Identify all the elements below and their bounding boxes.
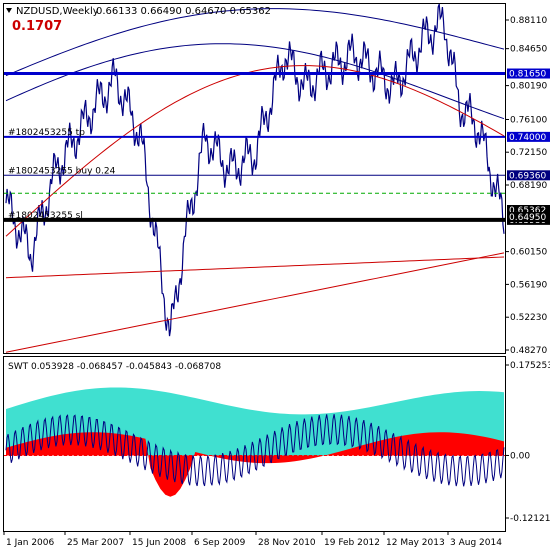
price-tick-label: 0.48270	[510, 346, 547, 356]
price-tick-label: 0.88110	[510, 16, 547, 26]
main-panel-frame	[3, 3, 506, 354]
indicator-tick-label: -0.12121	[510, 514, 550, 524]
indicator-area-negative	[6, 432, 504, 497]
time-tick-label: 12 May 2013	[386, 538, 445, 548]
chart-title: NZDUSD,Weekly	[16, 6, 99, 17]
collapse-triangle-icon[interactable]	[6, 8, 12, 13]
level-annotation: #1802453255 buy 0.24	[8, 166, 116, 176]
price-tick-label: 0.52230	[510, 313, 547, 323]
level-badge	[507, 68, 550, 79]
indicator-axis: 0.175253 0.00 -0.12121	[505, 361, 550, 524]
level-badge-label: 0.69360	[509, 171, 546, 181]
current-price-label: 0.65362	[509, 206, 546, 216]
big-value: 0.1707	[12, 19, 62, 34]
indicator-layer	[4, 387, 505, 497]
price-tick-label: 0.60150	[510, 248, 547, 258]
time-tick-label: 1 Jan 2006	[6, 538, 54, 548]
level-badge	[507, 170, 550, 181]
time-tick-label: 15 Jun 2008	[132, 538, 186, 548]
envelope-upper-line	[5, 8, 505, 77]
time-axis: 1 Jan 2006 25 Mar 2007 15 Jun 2008 6 Sep 20…	[3, 531, 502, 548]
indicator-label: SWT 0.053928 -0.068457 -0.045843 -0.0687…	[8, 362, 221, 372]
price-tick-label: 0.76100	[510, 115, 547, 125]
indicator-tick-label: 0.00	[510, 451, 530, 461]
level-badge-label: 0.81650	[509, 70, 546, 80]
price-tick-label: 0.72150	[510, 148, 547, 158]
time-tick-label: 3 Aug 2014	[450, 538, 502, 548]
price-tick-label: 0.80190	[510, 82, 547, 92]
level-annotation: #1802453255 sl	[8, 211, 83, 221]
level-badge-label: 0.74000	[509, 133, 546, 143]
time-tick-label: 19 Feb 2012	[324, 538, 380, 548]
bid-price-label: 0.64950	[509, 213, 546, 223]
indicator-tick-label: 0.175253	[510, 361, 550, 371]
price-axis: 0.88110 0.84650 0.80190 0.76100 0.72150 0.681…	[505, 16, 547, 356]
level-annotation: #1802453255 tp	[8, 128, 85, 138]
main-chart-layer: #1802453255 tp #1802453255 buy 0.24 #18024…	[4, 3, 505, 353]
time-tick-label: 28 Nov 2010	[258, 538, 316, 548]
bid-price-badge	[507, 212, 550, 222]
envelope-lower-line	[5, 43, 505, 120]
price-tick-label: 0.56190	[510, 280, 547, 290]
ma-long-line	[5, 256, 505, 279]
time-tick-label: 6 Sep 2009	[194, 538, 246, 548]
level-badge	[507, 131, 550, 142]
ma-mid-line	[5, 65, 505, 237]
ma-slow-line	[5, 252, 505, 353]
price-tick-label: 0.68190	[510, 181, 547, 191]
price-series-line	[5, 3, 505, 337]
indicator-series-line	[5, 414, 505, 487]
current-price-badge	[507, 205, 550, 215]
ohlc-values: 0.66133 0.66490 0.64670 0.65362	[96, 6, 271, 17]
price-tick-label: 0.84650	[510, 45, 547, 55]
time-tick-label: 25 Mar 2007	[67, 538, 124, 548]
